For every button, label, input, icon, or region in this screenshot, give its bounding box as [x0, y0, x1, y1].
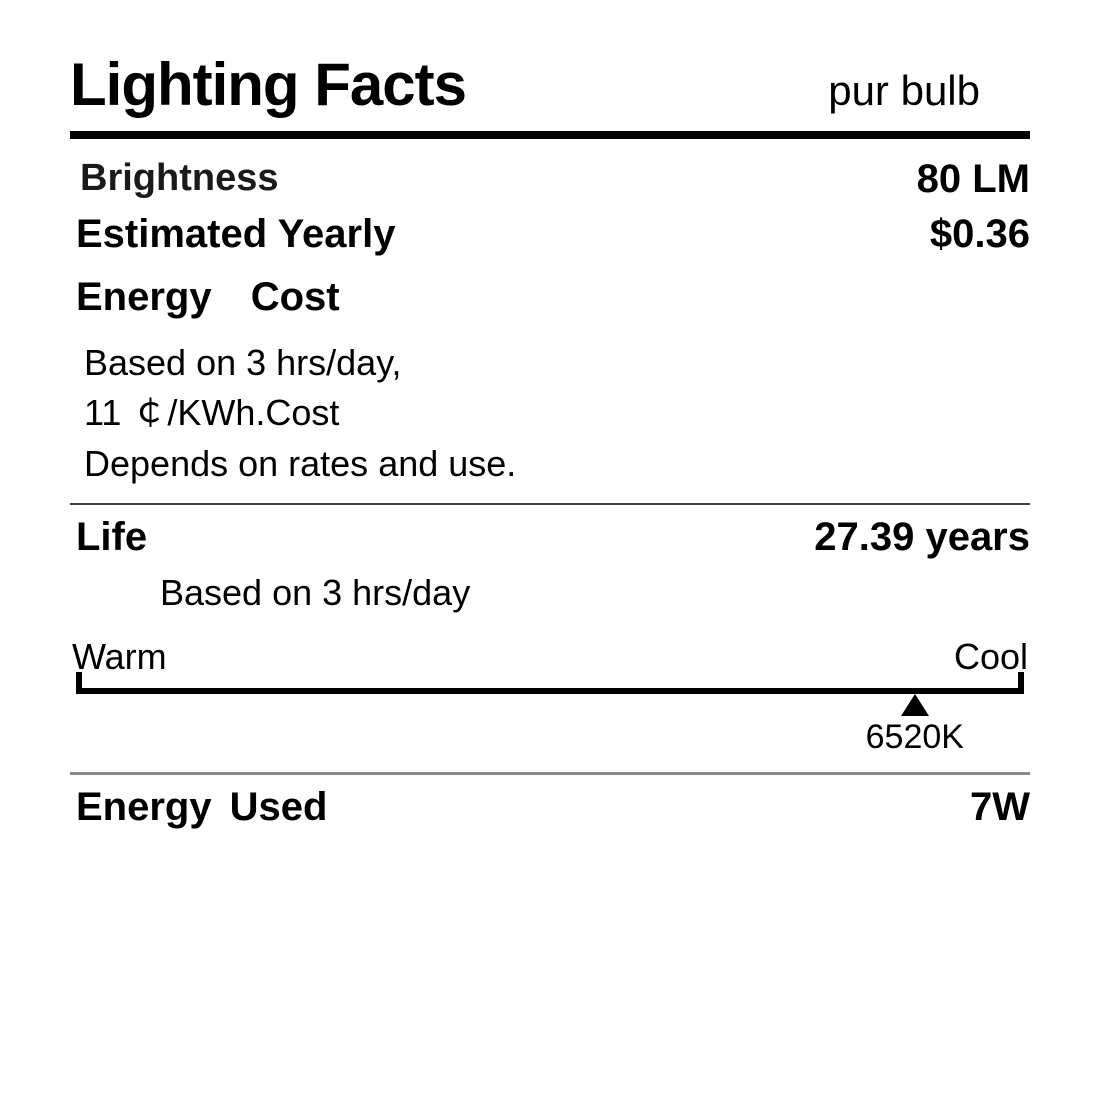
- scale-bar: [76, 688, 1024, 694]
- energy-used-label: Energy Used: [76, 785, 327, 830]
- subtitle: pur bulb: [828, 67, 1030, 115]
- basis-line-2: 11 ￠/KWh.Cost: [84, 388, 1030, 438]
- brightness-value: 80 LM: [917, 157, 1030, 202]
- cool-label: Cool: [954, 636, 1028, 678]
- energy-word: Energy: [76, 275, 212, 319]
- color-scale: 6520K: [70, 682, 1030, 728]
- yearly-label: Estimated Yearly: [76, 212, 395, 257]
- divider-2: [70, 772, 1030, 775]
- color-scale-labels: Warm Cool: [70, 636, 1030, 678]
- energy-cost-line: Energy Cost: [70, 275, 1030, 320]
- energy-used-word-b: Used: [230, 785, 328, 829]
- scale-marker-icon: [901, 694, 929, 716]
- brightness-label: Brightness: [80, 157, 278, 200]
- divider-1: [70, 503, 1030, 505]
- yearly-value: $0.36: [930, 212, 1030, 257]
- brightness-row: Brightness 80 LM: [70, 157, 1030, 202]
- energy-used-value: 7W: [970, 785, 1030, 830]
- life-value: 27.39 years: [814, 515, 1030, 560]
- energy-used-row: Energy Used 7W: [70, 785, 1030, 830]
- life-label: Life: [76, 515, 147, 560]
- warm-label: Warm: [72, 636, 167, 678]
- yearly-row: Estimated Yearly $0.36: [70, 212, 1030, 257]
- scale-tick-right: [1018, 672, 1024, 694]
- header: Lighting Facts pur bulb: [70, 50, 1030, 139]
- energy-used-word-a: Energy: [76, 785, 212, 829]
- life-row: Life 27.39 years: [70, 515, 1030, 560]
- basis-line-1: Based on 3 hrs/day,: [84, 338, 1030, 388]
- title: Lighting Facts: [70, 50, 466, 119]
- basis-line-3: Depends on rates and use.: [84, 439, 1030, 489]
- kelvin-label: 6520K: [866, 718, 964, 757]
- yearly-basis: Based on 3 hrs/day, 11 ￠/KWh.Cost Depend…: [70, 338, 1030, 489]
- cost-word: Cost: [251, 275, 340, 319]
- life-basis: Based on 3 hrs/day: [70, 572, 1030, 614]
